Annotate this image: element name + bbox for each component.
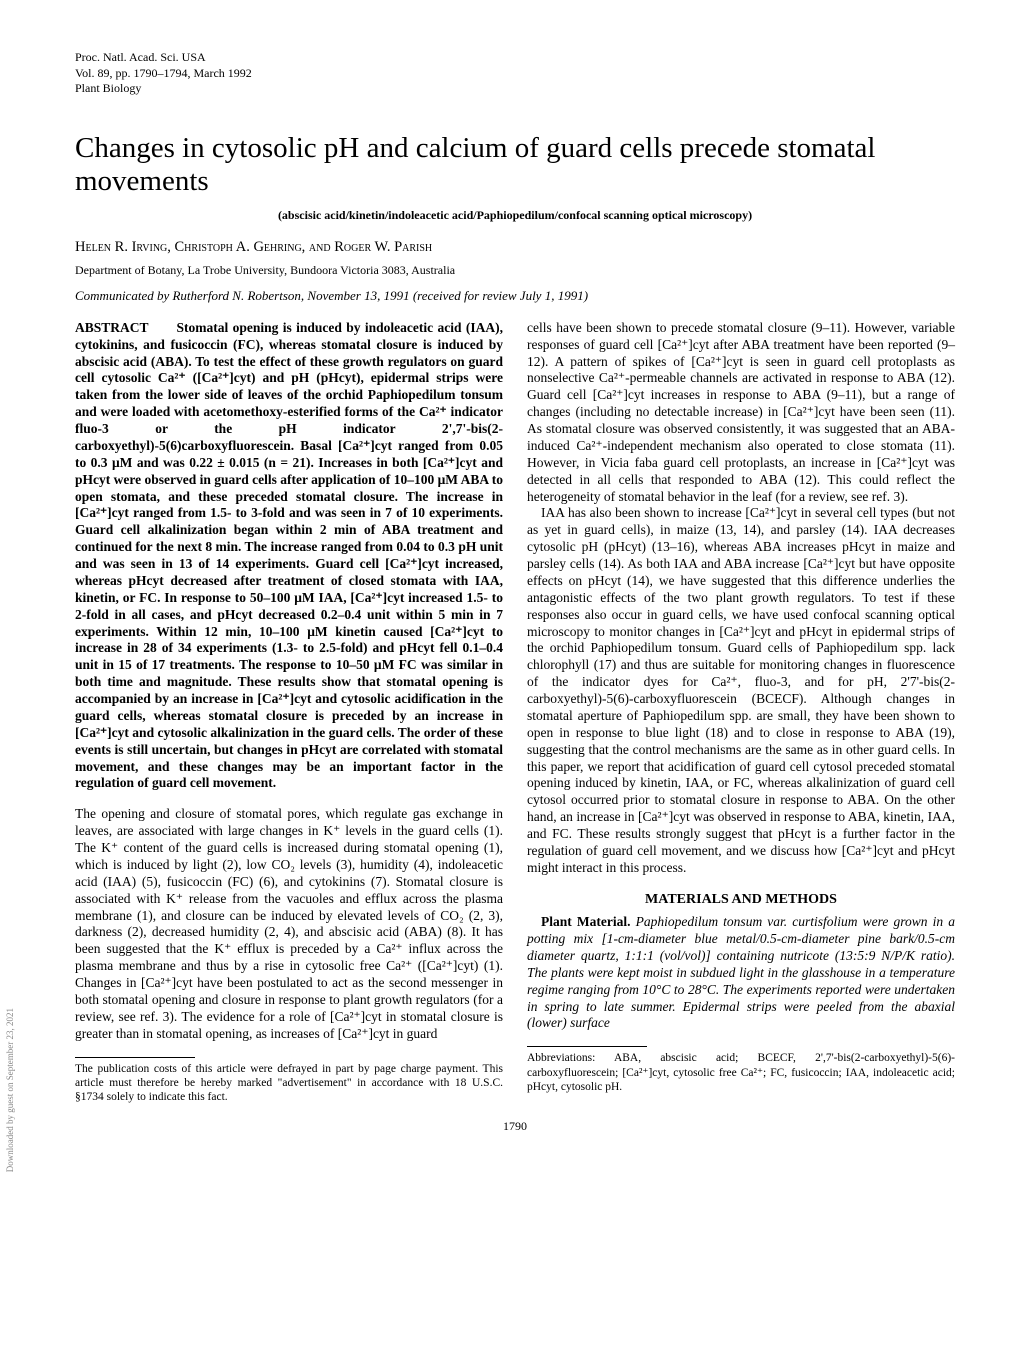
col2-paragraph-2: IAA has also been shown to increase [Ca²… — [527, 505, 955, 876]
methods-text: Paphiopedilum tonsum var. curtisfolium w… — [527, 914, 955, 1030]
authors-line: Helen R. Irving, Christoph A. Gehring, a… — [75, 238, 955, 256]
journal-section: Plant Biology — [75, 81, 955, 97]
affiliation-line: Department of Botany, La Trobe Universit… — [75, 263, 955, 278]
journal-name: Proc. Natl. Acad. Sci. USA — [75, 50, 955, 66]
intro-paragraph-1: The opening and closure of stomatal pore… — [75, 806, 503, 1042]
article-title: Changes in cytosolic pH and calcium of g… — [75, 132, 955, 199]
journal-vol: Vol. 89, pp. 1790–1794, March 1992 — [75, 66, 955, 82]
download-sidebar: Downloaded by guest on September 23, 202… — [5, 1008, 16, 1172]
footnote-left: The publication costs of this article we… — [75, 1062, 503, 1105]
journal-header: Proc. Natl. Acad. Sci. USA Vol. 89, pp. … — [75, 50, 955, 97]
methods-heading: MATERIALS AND METHODS — [527, 891, 955, 909]
footnote-rule-left — [75, 1057, 195, 1058]
abstract-text: Stomatal opening is induced by indoleace… — [75, 320, 503, 791]
page-number: 1790 — [75, 1119, 955, 1134]
methods-subhead: Plant Material. — [541, 914, 630, 929]
methods-paragraph-1: Plant Material. Paphiopedilum tonsum var… — [527, 914, 955, 1032]
two-column-body: ABSTRACTStomatal opening is induced by i… — [75, 320, 955, 1105]
col2-paragraph-1: cells have been shown to precede stomata… — [527, 320, 955, 506]
keywords-line: (abscisic acid/kinetin/indoleacetic acid… — [75, 208, 955, 223]
abstract-label: ABSTRACT — [75, 320, 149, 335]
abstract-block: ABSTRACTStomatal opening is induced by i… — [75, 320, 503, 793]
footnote-right: Abbreviations: ABA, abscisic acid; BCECF… — [527, 1051, 955, 1094]
communicated-line: Communicated by Rutherford N. Robertson,… — [75, 288, 955, 304]
footnote-rule-right — [527, 1046, 647, 1047]
